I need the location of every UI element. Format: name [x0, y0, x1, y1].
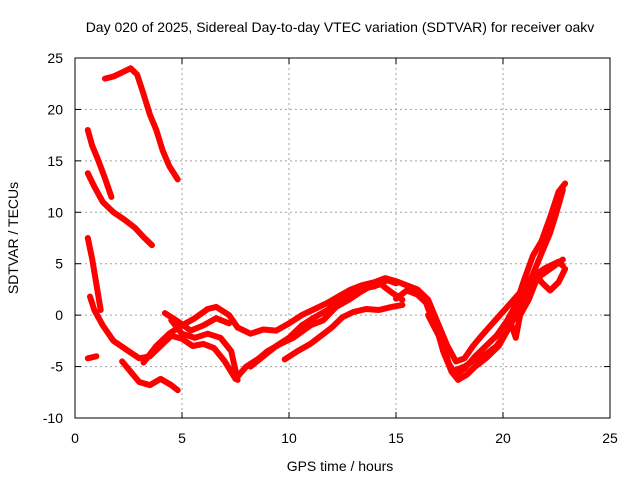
y-tick-label: -5	[51, 359, 64, 375]
series-trace-4	[84, 235, 104, 313]
series-trace-1	[102, 65, 181, 183]
y-tick-label: 25	[47, 50, 63, 66]
x-tick-label: 20	[495, 430, 511, 446]
x-tick-label: 5	[178, 430, 186, 446]
y-tick-label: 5	[55, 256, 63, 272]
y-tick-label: 20	[47, 101, 63, 117]
x-tick-label: 10	[281, 430, 297, 446]
x-tick-label: 0	[71, 430, 79, 446]
series-trace-11	[247, 277, 399, 370]
grid	[75, 58, 610, 418]
series-trace-13	[393, 186, 566, 383]
series-trace-12	[281, 301, 406, 363]
x-axis-label: GPS time / hours	[287, 458, 394, 474]
series-trace-2	[84, 127, 115, 200]
series-trace-8	[140, 258, 566, 366]
y-tick-label: 0	[55, 307, 63, 323]
y-tick-label: 15	[47, 153, 63, 169]
series-trace-6	[84, 353, 100, 362]
series-trace-10	[161, 310, 233, 334]
plot-frame	[74, 57, 611, 419]
data-traces	[84, 65, 569, 394]
y-axis-label: SDTVAR / TECUs	[5, 182, 21, 294]
y-tick-label: -10	[43, 410, 63, 426]
series-trace-15	[431, 265, 569, 375]
series-trace-9	[168, 317, 241, 383]
chart-title: Day 020 of 2025, Sidereal Day-to-day VTE…	[86, 19, 595, 35]
series-trace-7	[119, 358, 181, 394]
y-tick-label: 10	[47, 204, 63, 220]
series-trace-3	[84, 170, 155, 249]
axis-ticks: 0 5 10 15 20 25 -10 -5 0 5 10 15 20 25	[43, 50, 618, 446]
x-tick-label: 15	[388, 430, 404, 446]
series-trace-16	[508, 256, 566, 341]
x-tick-label: 25	[602, 430, 618, 446]
